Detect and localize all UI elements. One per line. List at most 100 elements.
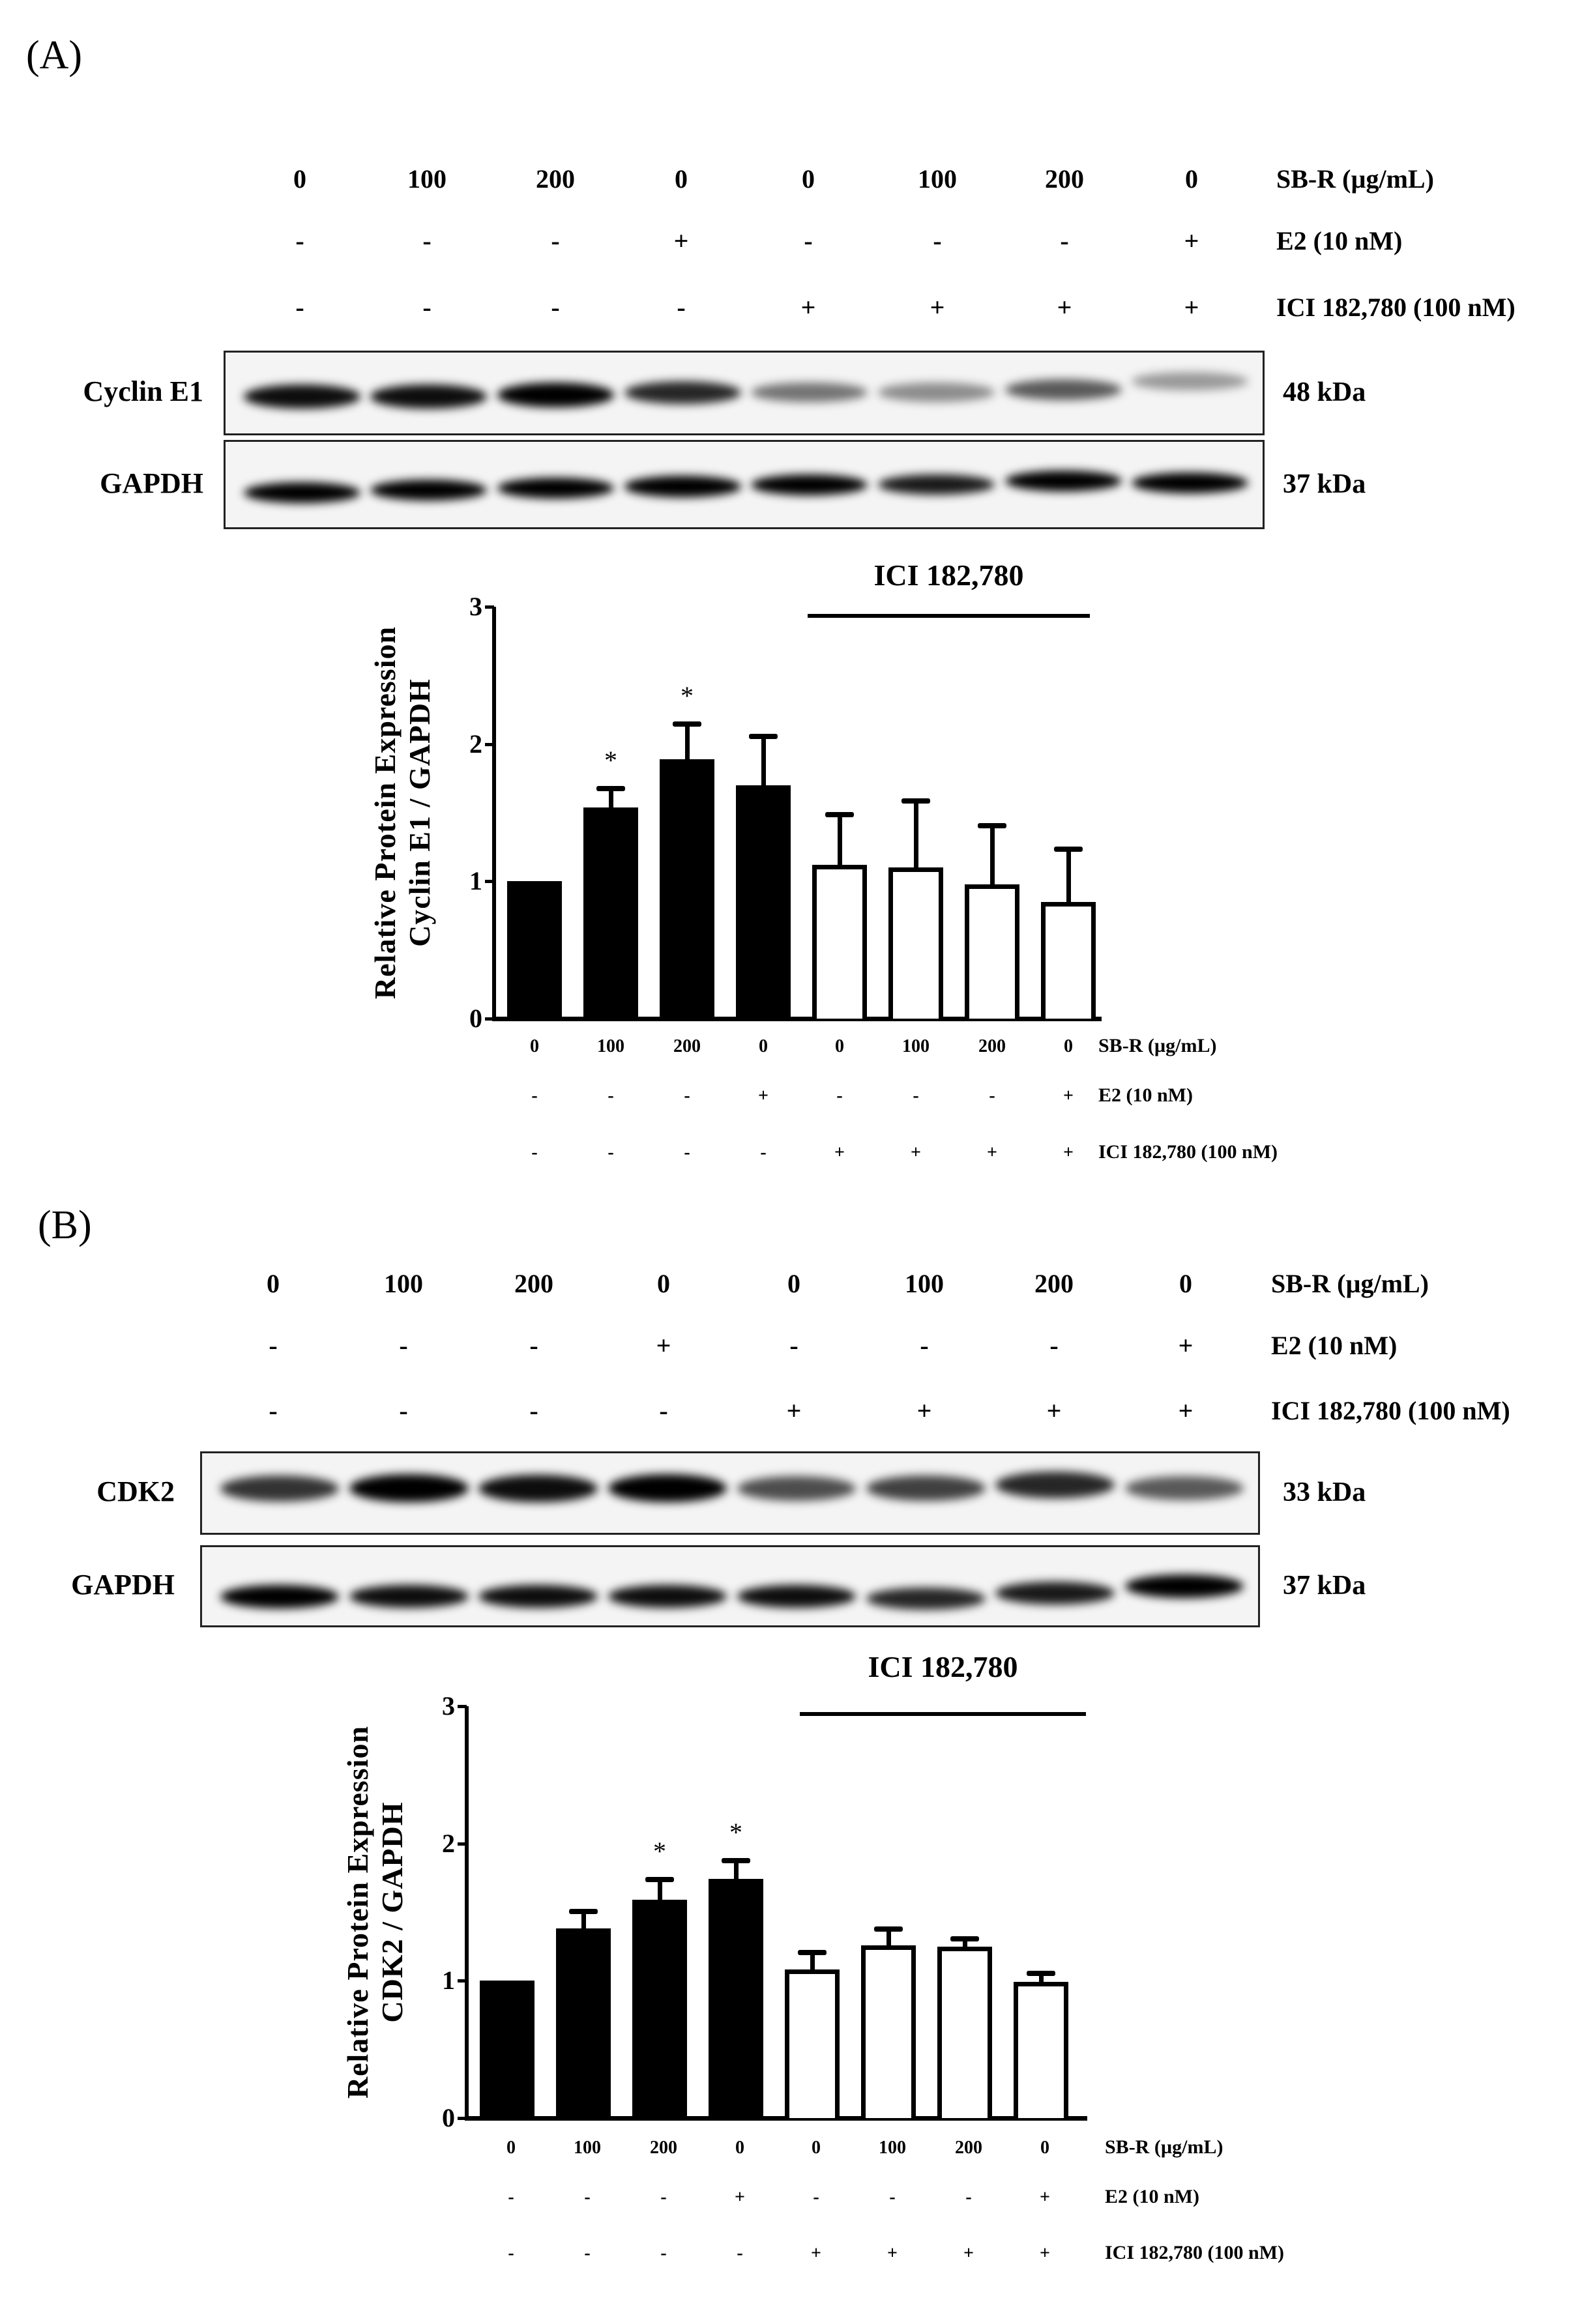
blot-strip-gapdh	[224, 440, 1265, 529]
y-axis-title-line1: Relative Protein Expression	[341, 1725, 374, 2099]
treatment-symbol: +	[930, 293, 945, 322]
treatment-row-label: E2 (10 nM)	[1271, 1331, 1398, 1360]
x-category-symbol: -	[584, 2187, 591, 2207]
x-category-symbol: 0	[835, 1036, 844, 1056]
bar	[812, 865, 867, 1019]
error-bar	[581, 1910, 586, 1932]
error-bar-cap	[749, 734, 778, 740]
x-category-symbol: 0	[759, 1036, 768, 1056]
treatment-symbol: -	[659, 1396, 668, 1425]
treatment-symbol: -	[1049, 1331, 1059, 1360]
protein-band	[478, 1584, 598, 1608]
x-category-symbol: +	[911, 1142, 921, 1163]
x-category-symbol: 100	[902, 1036, 930, 1056]
x-category-symbol: -	[684, 1142, 690, 1163]
x-category-symbol: 100	[879, 2138, 906, 2158]
x-category-symbol: +	[811, 2243, 821, 2263]
treatment-symbol: +	[1184, 226, 1199, 255]
protein-band	[866, 1588, 986, 1610]
molecular-weight-label: 33 kDa	[1283, 1477, 1366, 1507]
protein-band	[370, 479, 488, 501]
protein-band	[877, 383, 995, 402]
protein-band	[624, 476, 741, 497]
protein-band	[608, 1584, 727, 1608]
protein-band	[370, 385, 488, 409]
error-bar	[810, 1952, 815, 1973]
x-category-symbol: -	[531, 1142, 538, 1163]
bar	[583, 807, 638, 1019]
bar	[937, 1946, 992, 2118]
error-bar-cap	[874, 1926, 903, 1932]
treatment-symbol: -	[933, 226, 942, 255]
protein-band	[243, 385, 360, 409]
bar	[632, 1900, 687, 2118]
treatment-symbol: +	[1178, 1331, 1194, 1360]
molecular-weight-label: 37 kDa	[1283, 1571, 1366, 1601]
protein-band	[624, 381, 741, 404]
error-bar-cap	[950, 1936, 979, 1942]
molecular-weight-label: 48 kDa	[1283, 377, 1366, 407]
error-bar-cap	[673, 721, 701, 727]
x-category-symbol: -	[608, 1142, 614, 1163]
panel-b-label-text: (B)	[38, 1203, 92, 1247]
treatment-symbol: 200	[1045, 164, 1084, 194]
protein-band	[995, 1582, 1115, 1605]
treatment-symbol: 0	[787, 1269, 800, 1298]
error-bar-cap	[1027, 1970, 1055, 1976]
treatment-symbol: 100	[905, 1269, 944, 1298]
x-category-symbol: -	[737, 2243, 743, 2263]
bar	[709, 1879, 763, 2118]
treatment-symbol: -	[804, 226, 813, 255]
protein-band	[478, 1474, 598, 1502]
treatment-symbol: 200	[1034, 1269, 1074, 1298]
blot-strip-cyclin-e1	[224, 351, 1265, 435]
significance-asterisk: *	[681, 681, 694, 711]
treatment-symbol: +	[1057, 293, 1072, 322]
protein-band	[995, 1472, 1115, 1499]
x-category-symbol: 0	[1040, 2138, 1049, 2158]
x-category-symbol: 200	[978, 1036, 1006, 1056]
treatment-row-label: SB-R (µg/mL)	[1276, 164, 1434, 194]
treatment-symbol: -	[295, 226, 304, 255]
treatment-symbol: -	[529, 1331, 538, 1360]
x-axis-line	[492, 1017, 1102, 1021]
treatment-symbol: 100	[407, 164, 447, 194]
treatment-symbol: 0	[1185, 164, 1198, 194]
ici-bracket-label: ICI 182,780	[868, 1650, 1018, 1683]
treatment-symbol: +	[1046, 1396, 1062, 1425]
treatment-symbol: +	[916, 1396, 932, 1425]
x-category-symbol: -	[608, 1086, 614, 1106]
error-bar	[963, 1938, 967, 1949]
error-bar	[609, 788, 613, 810]
error-bar-cap	[645, 1877, 674, 1883]
x-category-symbol: -	[836, 1086, 843, 1106]
error-bar	[838, 814, 842, 868]
treatment-symbol: 0	[1179, 1269, 1192, 1298]
y-tick-mark	[485, 1017, 494, 1021]
error-bar-cap	[596, 786, 625, 792]
error-bar-cap	[901, 798, 930, 804]
x-category-symbol: +	[963, 2243, 974, 2263]
y-tick-mark	[458, 2117, 467, 2120]
treatment-symbol: 0	[802, 164, 815, 194]
protein-band	[243, 482, 360, 504]
ici-bracket-line	[808, 614, 1090, 618]
treatment-symbol: +	[1178, 1396, 1194, 1425]
treatment-symbol: +	[656, 1331, 671, 1360]
bar	[888, 867, 943, 1019]
error-bar-cap	[798, 1950, 827, 1956]
x-axis-line	[465, 2116, 1087, 2121]
protein-band	[220, 1584, 340, 1608]
x-category-symbol: -	[889, 2187, 896, 2207]
y-tick-mark	[458, 1842, 467, 1846]
protein-band	[1124, 1575, 1244, 1599]
y-tick-label: 2	[469, 729, 482, 759]
x-category-symbol: 200	[673, 1036, 701, 1056]
treatment-symbol: -	[269, 1396, 278, 1425]
protein-band	[1124, 1476, 1244, 1501]
x-category-symbol: +	[987, 1142, 997, 1163]
error-bar-cap	[569, 1908, 598, 1914]
x-category-symbol: +	[1040, 2243, 1050, 2263]
y-tick-label: 1	[469, 866, 482, 896]
blot-strip-cdk2	[200, 1451, 1260, 1535]
